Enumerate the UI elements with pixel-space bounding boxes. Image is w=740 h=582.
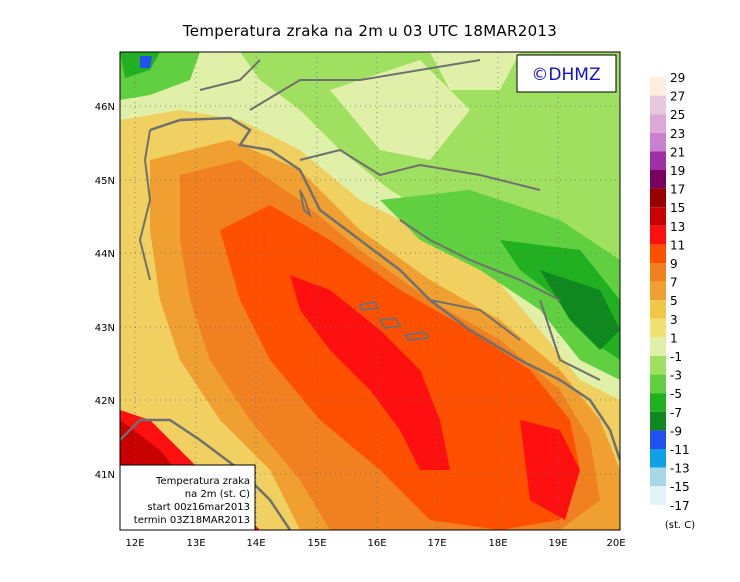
- legend-label: 19: [670, 164, 685, 178]
- lon-label-18e: 18E: [488, 538, 507, 549]
- legend-swatch: [650, 300, 666, 319]
- legend-label: -17: [670, 499, 690, 513]
- lat-label-46n: 46N: [95, 102, 115, 113]
- lon-label-15e: 15E: [307, 538, 326, 549]
- info-line-3: start 00z16mar2013: [147, 502, 250, 513]
- legend-label: 27: [670, 90, 685, 104]
- map-field: [120, 52, 620, 530]
- lon-axis: 12E 13E 14E 15E 16E 17E 18E 19E 20E: [125, 538, 625, 549]
- legend-swatch: [650, 281, 666, 301]
- legend-label: -5: [670, 387, 682, 401]
- legend-label: 9: [670, 257, 678, 271]
- legend-label: 13: [670, 220, 685, 234]
- legend-swatch: [650, 467, 666, 487]
- legend-label: 5: [670, 294, 678, 308]
- lon-label-16e: 16E: [367, 538, 386, 549]
- info-line-4: termin 03Z18MAR2013: [134, 515, 250, 526]
- legend-swatch: [650, 337, 666, 356]
- legend-swatch: [650, 114, 666, 133]
- map-title: Temperatura zraka na 2m u 03 UTC 18MAR20…: [182, 22, 558, 40]
- lat-label-42n: 42N: [95, 396, 115, 407]
- color-legend: 29 27 25 23 21 19 17 15 13 11 9 7 5 3 1 -1 -3 -5 -7 -9 -11 -1…: [650, 71, 690, 513]
- lat-label-44n: 44N: [95, 249, 115, 260]
- legend-label: -9: [670, 424, 682, 438]
- plot-frame: [119, 51, 621, 531]
- info-line-2: na 2m (st. C): [185, 489, 250, 500]
- legend-swatch: [650, 188, 666, 208]
- legend-label: 25: [670, 108, 685, 122]
- legend-label: 1: [670, 331, 678, 345]
- lat-axis: 46N 45N 44N 43N 42N 41N: [95, 102, 115, 481]
- legend-swatch: [650, 318, 666, 338]
- legend-swatch: [650, 374, 666, 394]
- legend-label: 3: [670, 313, 678, 327]
- legend-label: -13: [670, 462, 690, 476]
- lon-label-12e: 12E: [125, 538, 144, 549]
- svg-text:©DHMZ: ©DHMZ: [531, 65, 600, 85]
- lat-label-43n: 43N: [95, 323, 115, 334]
- legend-swatch: [650, 77, 666, 96]
- legend-swatch: [650, 449, 666, 468]
- legend-swatch: [650, 170, 666, 189]
- info-line-1: Temperatura zraka: [155, 476, 250, 487]
- legend-label: 29: [670, 71, 685, 85]
- legend-label: 23: [670, 127, 685, 141]
- legend-swatch: [650, 207, 666, 226]
- lat-label-45n: 45N: [95, 176, 115, 187]
- legend-label: 21: [670, 145, 685, 159]
- legend-swatch: [650, 132, 666, 152]
- legend-swatch: [650, 225, 666, 245]
- legend-swatch: [650, 244, 666, 263]
- legend-swatch: [650, 411, 666, 431]
- info-box: Temperatura zraka na 2m (st. C) start 00…: [119, 464, 256, 531]
- legend-unit: (st. C): [665, 520, 695, 531]
- legend-swatch: [650, 430, 666, 449]
- legend-swatch: [650, 486, 666, 505]
- lat-label-41n: 41N: [95, 470, 115, 481]
- legend-swatch: [650, 263, 666, 282]
- lon-label-14e: 14E: [246, 538, 265, 549]
- legend-swatch: [650, 95, 666, 115]
- legend-label: -11: [670, 443, 690, 457]
- legend-swatch: [650, 393, 666, 412]
- legend-label: -15: [670, 480, 690, 494]
- legend-label: 17: [670, 183, 685, 197]
- legend-label: -7: [670, 406, 682, 420]
- legend-label: 7: [670, 276, 678, 290]
- legend-label: -3: [670, 369, 682, 383]
- legend-label: -1: [670, 350, 682, 364]
- lon-label-20e: 20E: [606, 538, 625, 549]
- lon-label-17e: 17E: [427, 538, 446, 549]
- dhmz-logo: ©DHMZ: [516, 54, 617, 93]
- legend-swatch: [650, 151, 666, 170]
- lon-label-19e: 19E: [548, 538, 567, 549]
- lon-label-13e: 13E: [186, 538, 205, 549]
- legend-label: 15: [670, 201, 685, 215]
- legend-swatch: [650, 356, 666, 375]
- legend-label: 11: [670, 238, 685, 252]
